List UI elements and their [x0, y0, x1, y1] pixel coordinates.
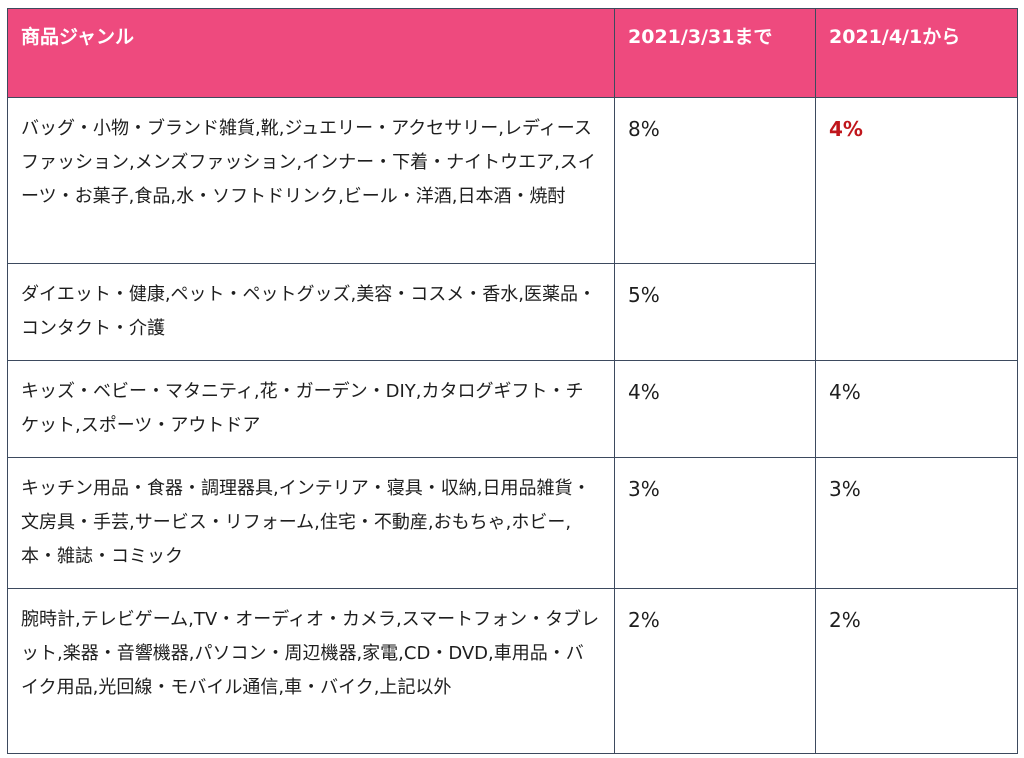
- genre-cell: バッグ・小物・ブランド雑貨,靴,ジュエリー・アクセサリー,レディースファッション…: [7, 97, 615, 264]
- rate-until-cell: 4%: [614, 360, 816, 458]
- genre-cell: キッチン用品・食器・調理器具,インテリア・寝具・収納,日用品雑貨・文房具・手芸,…: [7, 457, 615, 589]
- table-header-row: 商品ジャンル 2021/3/31まで 2021/4/1から: [7, 8, 1018, 98]
- rate-table: 商品ジャンル 2021/3/31まで 2021/4/1から バッグ・小物・ブラン…: [7, 8, 1018, 754]
- rate-from-cell: 4%: [815, 360, 1018, 458]
- header-from-date: 2021/4/1から: [815, 8, 1018, 98]
- table-row: バッグ・小物・ブランド雑貨,靴,ジュエリー・アクセサリー,レディースファッション…: [7, 97, 1018, 361]
- rate-until-cell: 5%: [614, 263, 816, 361]
- rate-until-cell: 3%: [614, 457, 816, 589]
- table-row: キッズ・ベビー・マタニティ,花・ガーデン・DIY,カタログギフト・チケット,スポ…: [7, 360, 1018, 458]
- genre-cell: 腕時計,テレビゲーム,TV・オーディオ・カメラ,スマートフォン・タブレット,楽器…: [7, 588, 615, 754]
- rate-table-container: 商品ジャンル 2021/3/31まで 2021/4/1から バッグ・小物・ブラン…: [7, 8, 1018, 754]
- header-until-date: 2021/3/31まで: [614, 8, 816, 98]
- header-genre: 商品ジャンル: [7, 8, 615, 98]
- table-row: 腕時計,テレビゲーム,TV・オーディオ・カメラ,スマートフォン・タブレット,楽器…: [7, 588, 1018, 754]
- rate-until-cell: 8%: [614, 97, 816, 264]
- table-row: キッチン用品・食器・調理器具,インテリア・寝具・収納,日用品雑貨・文房具・手芸,…: [7, 457, 1018, 589]
- genre-cell: キッズ・ベビー・マタニティ,花・ガーデン・DIY,カタログギフト・チケット,スポ…: [7, 360, 615, 458]
- table-row: ダイエット・健康,ペット・ペットグッズ,美容・コスメ・香水,医薬品・コンタクト・…: [7, 263, 1018, 361]
- rate-from-cell: 3%: [815, 457, 1018, 589]
- rate-from-cell: 2%: [815, 588, 1018, 754]
- rate-from-cell-merged: 4%: [815, 97, 1018, 361]
- genre-cell: ダイエット・健康,ペット・ペットグッズ,美容・コスメ・香水,医薬品・コンタクト・…: [7, 263, 615, 361]
- rate-until-cell: 2%: [614, 588, 816, 754]
